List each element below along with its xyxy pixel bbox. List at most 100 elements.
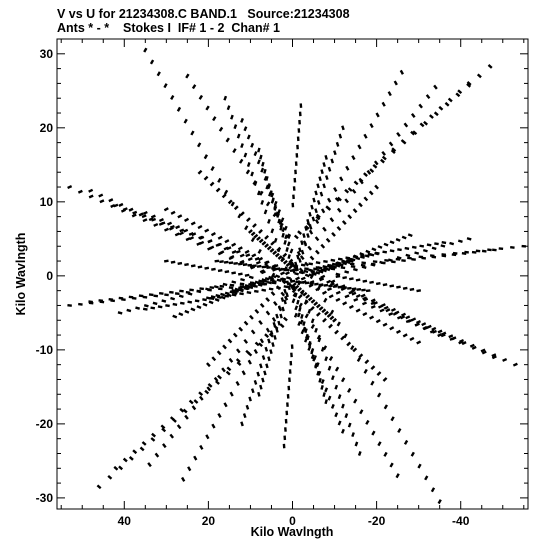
uv-sample-point [469, 343, 475, 348]
uv-sample-point [211, 423, 216, 429]
uv-sample-point [265, 310, 271, 316]
uv-sample-point [277, 305, 282, 311]
uv-sample-point [271, 342, 275, 347]
uv-sample-point [293, 264, 299, 268]
uv-sample-point [309, 282, 315, 286]
uv-sample-point [307, 340, 312, 346]
uv-sample-point [260, 199, 265, 205]
uv-sample-point [96, 484, 102, 490]
uv-sample-point [332, 285, 338, 288]
uv-sample-point [296, 254, 300, 260]
uv-sample-point [248, 229, 253, 234]
uv-sample-point [322, 317, 327, 323]
uv-sample-point [466, 81, 472, 86]
uv-sample-point [278, 220, 283, 226]
uv-sample-point [270, 240, 276, 246]
uv-sample-point [190, 221, 196, 226]
uv-sample-point [324, 387, 329, 393]
uv-sample-point [372, 163, 378, 169]
uv-sample-point [491, 353, 497, 358]
uv-sample-point [283, 225, 288, 231]
y-tick-label: 20 [40, 121, 54, 135]
uv-sample-point [204, 266, 210, 270]
uv-sample-point [231, 271, 236, 275]
uv-sample-point [389, 284, 395, 288]
uv-sample-point [266, 266, 271, 270]
uv-sample-point [178, 294, 184, 299]
uv-sample-point [209, 286, 215, 289]
uv-sample-point [481, 350, 487, 355]
uv-sample-point [357, 451, 362, 456]
uv-sample-point [228, 261, 234, 265]
uv-sample-point [322, 183, 326, 189]
uv-sample-point [325, 237, 331, 243]
uv-sample-point [203, 175, 209, 181]
uv-sample-point [397, 428, 402, 434]
uv-sample-point [139, 446, 145, 452]
uv-sample-point [179, 228, 185, 233]
uv-sample-point [284, 234, 289, 240]
uv-sample-point [227, 338, 233, 344]
uv-sample-point [128, 207, 134, 212]
uv-sample-point [252, 223, 257, 228]
uv-sample-point [289, 261, 293, 267]
uv-sample-point [410, 130, 416, 136]
uv-sample-point [269, 248, 275, 253]
uv-sample-point [328, 266, 334, 271]
uv-sample-point [419, 122, 425, 128]
uv-sample-point [289, 269, 295, 272]
uv-sample-point [426, 324, 432, 329]
uv-sample-point [263, 370, 267, 376]
uv-sample-point [285, 280, 290, 286]
uv-sample-point [300, 313, 304, 319]
uv-sample-point [320, 243, 326, 249]
uv-sample-point [342, 301, 348, 306]
uv-sample-point [440, 333, 446, 338]
uv-sample-point [280, 257, 286, 263]
uv-sample-point [248, 275, 254, 280]
uv-sample-point [277, 255, 283, 260]
uv-sample-point [296, 250, 302, 257]
uv-sample-point [370, 298, 376, 303]
uv-sample-point [246, 291, 252, 295]
uv-sample-point [163, 207, 169, 212]
uv-sample-point [179, 301, 185, 305]
uv-sample-point [249, 314, 254, 320]
uv-sample-point [305, 294, 311, 299]
uv-sample-point [248, 285, 254, 290]
uv-sample-point [240, 117, 244, 123]
uv-sample-point [239, 259, 245, 264]
uv-sample-point [304, 273, 310, 278]
uv-sample-point [209, 245, 215, 250]
uv-sample-point [160, 424, 166, 430]
uv-sample-point [336, 196, 342, 202]
uv-sample-point [337, 420, 342, 426]
uv-sample-point [204, 389, 210, 395]
uv-sample-point [214, 259, 220, 263]
uv-sample-point [365, 289, 371, 293]
uv-sample-point [314, 282, 319, 286]
uv-sample-point [365, 249, 371, 254]
uv-sample-point [267, 338, 271, 344]
uv-sample-point [423, 120, 429, 126]
uv-sample-point [216, 350, 222, 356]
uv-sample-point [253, 289, 259, 293]
uv-sample-point [299, 280, 305, 284]
uv-sample-point [226, 366, 232, 372]
uv-sample-point [364, 254, 370, 258]
uv-sample-point [150, 437, 156, 442]
uv-sample-point [389, 240, 395, 245]
y-tick-label: -30 [36, 491, 54, 505]
uv-sample-point [300, 276, 306, 281]
uv-sample-point [205, 296, 211, 300]
uv-sample-point [206, 362, 211, 368]
uv-sample-point [265, 297, 270, 302]
uv-sample-point [390, 307, 396, 312]
uv-sample-point [220, 295, 226, 300]
uv-sample-point [229, 255, 235, 260]
uv-sample-point [210, 166, 215, 172]
uv-sample-point [324, 154, 328, 160]
uv-sample-point [117, 311, 123, 315]
uv-sample-point [233, 124, 238, 130]
uv-sample-point [170, 210, 176, 215]
